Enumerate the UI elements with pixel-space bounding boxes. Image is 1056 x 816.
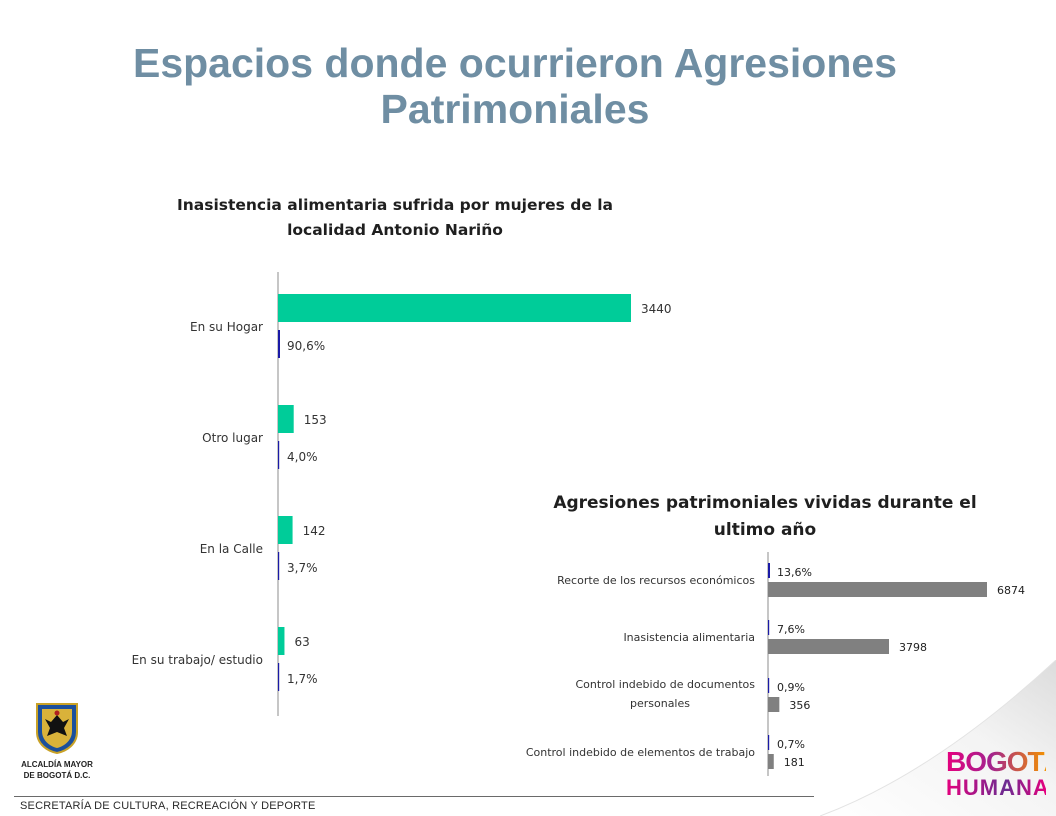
chart2-count-bar bbox=[768, 639, 890, 654]
chart1-percent-label: 4,0% bbox=[287, 450, 318, 464]
chart1-category-label: En su trabajo/ estudio bbox=[132, 653, 263, 667]
chart2-percent-label: 0,9% bbox=[777, 681, 805, 694]
logo-caption-1: ALCALDÍA MAYOR bbox=[21, 760, 93, 769]
chart1-percent-label: 1,7% bbox=[287, 672, 318, 686]
chart1-percent-bar bbox=[278, 330, 280, 358]
chart2-title: Agresiones patrimoniales vividas durante… bbox=[553, 493, 977, 540]
chart2-percent-label: 0,7% bbox=[777, 738, 805, 751]
chart1-category-label: En la Calle bbox=[200, 542, 263, 556]
chart2-count-label: 181 bbox=[784, 756, 805, 769]
page-curl-decoration bbox=[820, 660, 1056, 816]
chart1-count-label: 63 bbox=[294, 635, 309, 649]
chart1-count-label: 3440 bbox=[641, 302, 672, 316]
chart1-percent-bar bbox=[278, 663, 280, 691]
chart2-percent-label: 7,6% bbox=[777, 623, 805, 636]
chart2-percent-bar bbox=[768, 563, 770, 578]
logo-caption-2: DE BOGOTÁ D.C. bbox=[23, 771, 91, 780]
logo-text-bogota: BOGOTÁ bbox=[946, 746, 1056, 777]
page-title: Espacios donde ocurrieron Agresiones Pat… bbox=[132, 40, 897, 132]
chart1-count-label: 153 bbox=[304, 413, 327, 427]
chart2-category-label: Control indebido de elementos de trabajo bbox=[526, 746, 755, 759]
chart1-category-label: En su Hogar bbox=[190, 320, 263, 334]
chart1-percent-label: 3,7% bbox=[287, 561, 318, 575]
coat-of-arms-icon bbox=[36, 703, 78, 755]
chart1-count-bar bbox=[278, 627, 285, 655]
chart1-percent-bar bbox=[278, 552, 280, 580]
bogota-humana-logo: BOGOTÁ HUMANA bbox=[946, 746, 1056, 800]
chart1-percent-label: 90,6% bbox=[287, 339, 325, 353]
chart2-percent-bar bbox=[768, 620, 770, 635]
chart2-category-label: personales bbox=[630, 697, 690, 710]
chart2-category-label: Control indebido de documentos bbox=[576, 678, 756, 691]
chart2-count-bar bbox=[768, 697, 780, 712]
chart2-count-label: 3798 bbox=[899, 641, 927, 654]
footer-divider bbox=[14, 796, 814, 797]
chart2-count-bar bbox=[768, 582, 987, 597]
chart2-percent-bar bbox=[768, 678, 770, 693]
chart1-count-label: 142 bbox=[303, 524, 326, 538]
logo-text-humana: HUMANA bbox=[946, 775, 1050, 800]
footer-text: SECRETARÍA DE CULTURA, RECREACIÓN Y DEPO… bbox=[20, 800, 316, 812]
chart2-category-label: Inasistencia alimentaria bbox=[623, 631, 755, 644]
chart2-count-bar bbox=[768, 754, 774, 769]
chart1-percent-bar bbox=[278, 441, 280, 469]
chart1-count-bar bbox=[278, 516, 293, 544]
chart2-count-label: 356 bbox=[789, 699, 810, 712]
chart2-percent-label: 13,6% bbox=[777, 566, 812, 579]
alcaldia-logo: ALCALDÍA MAYOR DE BOGOTÁ D.C. bbox=[18, 702, 96, 780]
chart1-count-bar bbox=[278, 294, 631, 322]
chart2-percent-bar bbox=[768, 735, 770, 750]
chart1-count-bar bbox=[278, 405, 294, 433]
chart2-count-label: 6874 bbox=[997, 584, 1025, 597]
chart1-title: Inasistencia alimentaria sufrida por muj… bbox=[176, 196, 614, 239]
chart1-category-label: Otro lugar bbox=[202, 431, 263, 445]
chart2-category-label: Recorte de los recursos económicos bbox=[557, 574, 755, 587]
